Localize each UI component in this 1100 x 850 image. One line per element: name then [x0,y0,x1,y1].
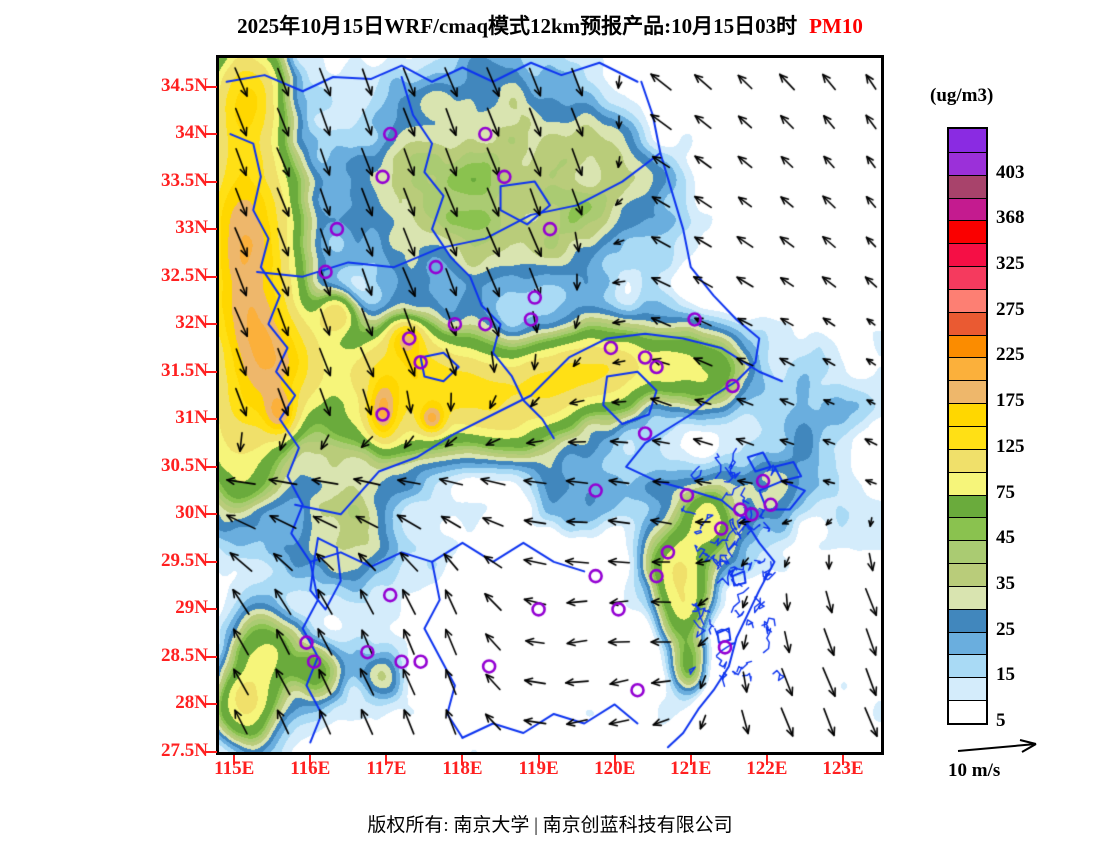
longitude-tick-label: 116E [290,758,331,779]
colorbar-band [949,426,986,449]
colorbar-band [949,517,986,541]
colorbar-band [949,243,986,267]
arrow-right-icon [957,739,1037,753]
colorbar-tick-label: 75 [996,481,1015,503]
latitude-tick-label: 32N [175,312,208,334]
latitude-tick-label: 33.5N [161,169,208,191]
latitude-tick-label: 33N [175,217,208,239]
latitude-tick-label: 31.5N [161,359,208,381]
colorbar-band [949,403,986,426]
longitude-tick-label: 115E [214,758,255,779]
colorbar-band [949,311,986,335]
colorbar-band [949,448,986,472]
latitude-tick-mark [206,655,217,658]
colorbar-band [949,471,986,495]
latitude-tick-mark [206,465,217,468]
latitude-tick-label: 28N [175,692,208,714]
colorbar-tick-label: 35 [996,572,1015,594]
title-main-text: 2025年10月15日WRF/cmaq模式12km预报产品:10月15日03时 [237,14,798,38]
colorbar-tick-label: 125 [996,435,1025,457]
colorbar-band [949,654,986,678]
colorbar-band [949,174,986,198]
latitude-tick-label: 31N [175,407,208,429]
colorbar-tick-label: 275 [996,298,1025,320]
colorbar-band [949,357,986,381]
latitude-tick-mark [206,180,217,183]
latitude-tick-mark [206,323,217,326]
latitude-tick-mark [206,608,217,611]
colorbar-band [949,563,986,586]
colorbar-band [949,288,986,312]
latitude-tick-mark [206,703,217,706]
colorbar-band [949,197,986,221]
colorbar-tick-label: 5 [996,710,1006,731]
latitude-tick-label: 34.5N [161,74,208,96]
colorbar-tick-label: 225 [996,344,1025,366]
latitude-tick-label: 27.5N [161,740,208,761]
title-species-label: PM10 [809,14,863,38]
latitude-tick-mark [206,85,217,88]
longitude-tick-mark [613,755,616,765]
colorbar-band [949,494,986,518]
colorbar-band [949,129,986,152]
colorbar-band [949,608,986,632]
colorbar-tick-label: 15 [996,664,1015,686]
latitude-tick-label: 30.5N [161,454,208,476]
latitude-tick-mark [206,418,217,421]
colorbar-band [949,677,986,701]
latitude-tick-label: 28.5N [161,644,208,666]
latitude-tick-label: 29N [175,597,208,619]
latitude-tick-mark [206,560,217,563]
colorbar-band [949,380,986,404]
longitude-tick-label: 122E [746,758,788,779]
longitude-tick-mark [385,755,388,765]
colorbar-band [949,266,986,289]
colorbar-tick-label: 45 [996,527,1015,549]
latitude-tick-mark [206,275,217,278]
latitude-tick-label: 30N [175,502,208,524]
longitude-tick-label: 121E [670,758,712,779]
latitude-tick-mark [206,751,217,753]
colorbar-tick-label: 403 [996,161,1025,183]
longitude-tick-mark [765,755,768,765]
latitude-tick-label: 34N [175,122,208,144]
page-title: 2025年10月15日WRF/cmaq模式12km预报产品:10月15日03时 P… [0,10,1100,40]
colorbar[interactable] [947,127,988,725]
colorbar-band [949,631,986,655]
wind-scale-label: 10 m/s [948,760,1001,781]
longitude-tick-label: 119E [518,758,559,779]
map-contour-canvas [219,58,881,752]
longitude-tick-mark [841,755,844,765]
colorbar-tick-label: 175 [996,390,1025,412]
forecast-map[interactable] [216,55,884,755]
wind-scale-legend: 10 m/s [948,738,1078,786]
latitude-tick-mark [206,370,217,373]
latitude-tick-mark [206,133,217,136]
longitude-tick-label: 120E [594,758,636,779]
colorbar-band [949,334,986,358]
colorbar-tick-label: 368 [996,207,1025,229]
latitude-tick-mark [206,513,217,516]
colorbar-units-label: (ug/m3) [930,85,994,106]
longitude-tick-label: 117E [366,758,407,779]
colorbar-band [949,585,986,609]
longitude-tick-mark [461,755,464,765]
latitude-tick-mark [206,228,217,231]
colorbar-band [949,220,986,244]
colorbar-band [949,700,986,723]
longitude-tick-mark [689,755,692,765]
colorbar-tick-label: 325 [996,253,1025,275]
longitude-tick-mark [233,755,236,765]
copyright-footer: 版权所有: 南京大学 | 南京创蓝科技有限公司 [367,815,733,836]
latitude-tick-label: 29.5N [161,549,208,571]
colorbar-band [949,151,986,175]
longitude-tick-mark [309,755,312,765]
colorbar-band [949,540,986,564]
longitude-tick-mark [537,755,540,765]
longitude-tick-label: 123E [822,758,864,779]
latitude-tick-label: 32.5N [161,264,208,286]
colorbar-tick-label: 25 [996,618,1015,640]
longitude-tick-label: 118E [442,758,483,779]
